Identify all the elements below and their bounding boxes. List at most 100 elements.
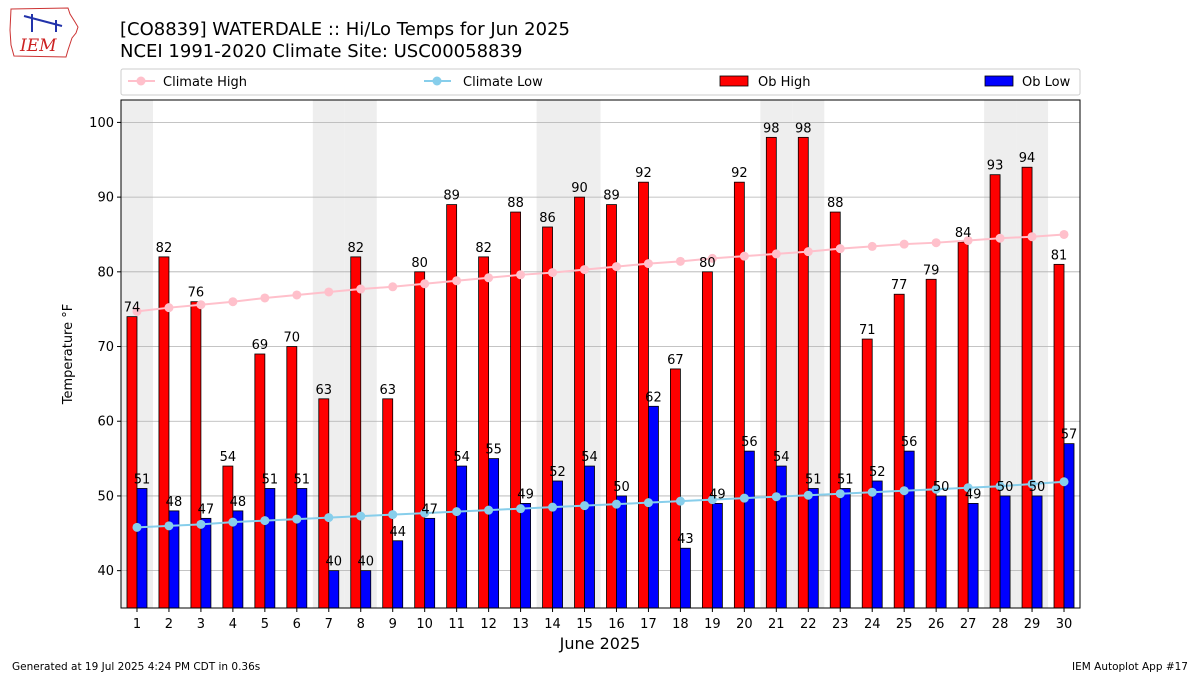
climate-low-point — [484, 505, 494, 515]
ob-low-value-label: 49 — [709, 487, 726, 502]
x-tick-label: 14 — [544, 617, 561, 632]
x-tick-label: 16 — [608, 617, 625, 632]
ob-low-bar — [967, 503, 979, 609]
x-tick-label: 22 — [800, 617, 817, 632]
plot-frame — [120, 99, 1081, 609]
ob-high-value-label: 63 — [316, 383, 333, 398]
legend-entry-ob-low: Ob Low — [984, 75, 1071, 90]
climate-low-point — [643, 498, 653, 508]
legend-label-climate-high: Climate High — [163, 75, 247, 90]
ob-low-bar — [711, 503, 723, 609]
climate-low-point — [931, 484, 941, 494]
ob-low-bar — [200, 517, 212, 609]
climate-high-point — [995, 233, 1005, 243]
ob-low-value-label: 55 — [485, 443, 502, 458]
climate-low-line — [136, 480, 1065, 529]
x-tick-label: 20 — [736, 617, 753, 632]
ob-low-value-label: 50 — [933, 480, 950, 495]
y-tick-label: 50 — [97, 489, 114, 504]
climate-high-point — [707, 253, 717, 263]
ob-high-value-label: 92 — [635, 166, 652, 181]
legend-entry-climate-low: Climate Low — [424, 75, 543, 90]
ob-high-value-label: 70 — [284, 331, 301, 346]
climate-high-point — [771, 249, 781, 259]
ob-low-bar — [999, 495, 1011, 609]
climate-low-point — [867, 487, 877, 497]
temperature-bars — [126, 136, 1075, 609]
climate-low-point — [995, 481, 1005, 491]
climate-low-point — [835, 489, 845, 499]
y-tick-label: 90 — [97, 191, 114, 206]
ob-low-bar — [520, 503, 531, 609]
y-axis: 40 50 60 70 80 90 100 — [89, 116, 121, 579]
ob-low-value-label: 47 — [421, 502, 438, 517]
x-tick-label: 25 — [896, 617, 913, 632]
ob-low-bar — [680, 547, 691, 609]
ob-high-bar — [797, 136, 809, 609]
ob-low-value-label: 51 — [262, 472, 279, 487]
ob-high-value-label: 74 — [124, 301, 141, 316]
climate-high-point — [739, 251, 749, 261]
x-tick-label: 30 — [1056, 617, 1073, 632]
legend-entry-ob-high: Ob High — [719, 75, 811, 90]
ob-low-bar — [935, 495, 947, 609]
ob-low-value-label: 48 — [166, 495, 183, 510]
climate-high-point — [643, 259, 653, 269]
generated-timestamp: Generated at 19 Jul 2025 4:24 PM CDT in … — [12, 661, 260, 673]
ob-low-bar — [424, 517, 436, 609]
climate-high-point — [164, 303, 174, 313]
climate-high-point — [835, 244, 845, 254]
ob-high-bar — [190, 301, 202, 609]
x-tick-label: 12 — [480, 617, 497, 632]
ob-low-bar — [296, 488, 308, 609]
legend-entry-climate-high: Climate High — [128, 75, 247, 90]
ob-low-value-label: 52 — [549, 465, 566, 480]
y-tick-label: 100 — [89, 116, 114, 131]
x-tick-label: 26 — [928, 617, 945, 632]
x-tick-label: 19 — [704, 617, 721, 632]
ob-low-value-label: 54 — [453, 450, 470, 465]
climate-high-point — [803, 247, 813, 257]
ob-low-value-label: 57 — [1061, 428, 1078, 443]
ob-high-bar — [574, 196, 585, 609]
legend-marker — [432, 76, 442, 86]
x-tick-label: 9 — [389, 617, 397, 632]
ob-high-value-label: 94 — [1019, 151, 1036, 166]
x-tick-label: 18 — [672, 617, 689, 632]
ob-high-bar — [414, 271, 426, 609]
ob-low-bar — [871, 480, 883, 609]
y-gridlines — [121, 122, 1080, 572]
climate-high-point — [548, 268, 558, 278]
climate-high-point — [899, 239, 909, 249]
ob-low-value-label: 52 — [869, 465, 886, 480]
climate-high-point — [452, 276, 462, 286]
ob-low-bar — [360, 570, 372, 609]
climate-low-point — [516, 504, 526, 514]
legend-label-climate-low: Climate Low — [463, 75, 543, 90]
climate-low-point — [1027, 479, 1037, 489]
x-tick-label: 28 — [992, 617, 1009, 632]
ob-low-value-label: 50 — [1029, 480, 1046, 495]
climate-high-point — [1059, 229, 1069, 239]
climate-low-point — [324, 513, 334, 523]
x-tick-label: 11 — [448, 617, 465, 632]
ob-high-value-label: 98 — [795, 121, 812, 136]
ob-high-bar — [478, 256, 490, 609]
x-tick-label: 7 — [325, 617, 333, 632]
ob-low-bar — [903, 450, 915, 609]
ob-low-value-label: 62 — [645, 390, 662, 405]
ob-high-value-label: 89 — [603, 189, 620, 204]
climate-low-point — [196, 519, 206, 529]
ob-low-bar — [328, 570, 340, 609]
climate-low-point — [675, 496, 685, 506]
ob-low-value-label: 54 — [773, 450, 790, 465]
climate-low-point — [963, 483, 973, 493]
climate-high-point — [260, 293, 270, 303]
climate-low-point — [580, 501, 590, 511]
ob-high-bar — [829, 211, 841, 609]
weather-station-icon — [23, 14, 63, 32]
ob-low-bar — [456, 465, 468, 609]
ob-high-value-label: 81 — [1051, 248, 1068, 263]
climate-high-point — [516, 270, 526, 280]
ob-low-bar — [743, 450, 755, 609]
